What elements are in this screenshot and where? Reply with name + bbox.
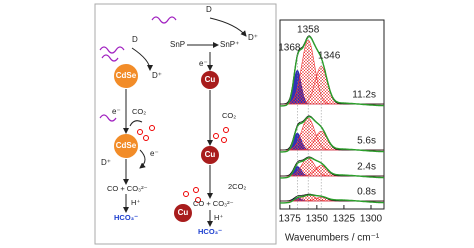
scheme-left: D D⁺ CdSe e⁻ CO₂ D⁺ e⁻ CdSe CO + CO₃²⁻ H… [99,35,162,222]
label: CdSe [116,71,137,80]
label: SnP⁺ [220,40,239,49]
spectrum [280,35,384,107]
label: HCO₃⁻ [198,227,222,236]
cu-particle [201,146,219,164]
label: HCO₃⁻ [114,213,138,222]
spectra-chart: Wavenumbers / cm⁻¹ 1375 1350 1325 1300 11.2s… [278,19,385,244]
label: e⁻ [112,107,121,116]
label: CO₂ [132,107,146,116]
spectrum [280,194,384,204]
label: CdSe [116,141,137,150]
label: CO + CO₃²⁻ [107,184,148,193]
label: Cu [205,75,216,84]
spectrum [280,157,384,179]
cu-particle [174,204,192,222]
peak-label: 1368 [278,43,301,54]
peak-label: 1346 [318,51,341,62]
cu-particle [201,71,219,89]
peak-label: 1358 [297,25,320,36]
arrow [129,120,143,127]
label: D [206,5,212,14]
label: Cu [178,208,189,217]
trace-label: 5.6s [357,136,376,147]
label: D⁺ [152,71,162,80]
bound-co2 [213,127,229,143]
x-tick-label: 1375 [279,214,302,225]
label: CO + CO₃²⁻ [193,199,234,208]
label: e⁻ [199,59,208,68]
label: 2CO₂ [228,182,246,191]
label: e⁻ [150,149,159,158]
label: Cu [205,150,216,159]
light [101,54,119,62]
arrow [131,47,153,71]
label: D [132,35,138,44]
x-tick-label: 1300 [360,214,383,225]
light [99,114,117,122]
trace-label: 2.4s [357,162,376,173]
x-axis-label: Wavenumbers / cm⁻¹ [285,233,380,244]
x-tick-label: 1350 [306,214,329,225]
bound-co2 [137,125,155,141]
scheme-frame [94,3,277,245]
bound-co2 [183,187,201,203]
label: H⁺ [131,198,140,207]
x-tick-label: 1325 [333,214,356,225]
arrow [209,17,247,37]
scheme-right: D SnP SnP⁺ D⁺ e⁻ Cu CO₂ Cu Cu 2CO₂ CO + … [151,5,258,236]
label: D⁺ [248,33,258,42]
label: D⁺ [101,158,111,167]
trace-label: 11.2s [352,90,376,101]
light [99,46,125,54]
cdse-particle [114,64,138,88]
light [151,16,177,24]
label: SnP [170,40,185,49]
label: H⁺ [214,213,223,222]
arrow [139,149,146,169]
label: CO₂ [222,111,236,120]
cdse-particle [114,134,138,158]
trace-label: 0.8s [357,187,376,198]
